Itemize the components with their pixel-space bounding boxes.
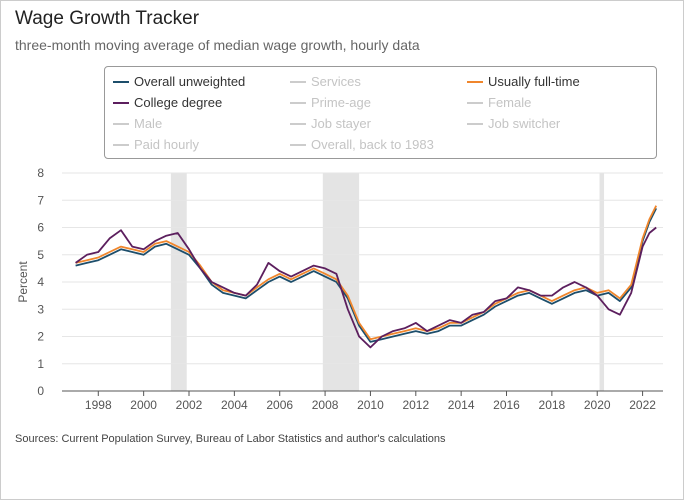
- legend-item-paid-hourly[interactable]: Paid hourly: [113, 137, 199, 153]
- y-tick-label-2: 2: [37, 330, 44, 344]
- x-tick-label-2018: 2018: [539, 398, 566, 412]
- x-tick-label-2012: 2012: [402, 398, 429, 412]
- y-tick-label-6: 6: [37, 221, 44, 235]
- legend-label: Overall, back to 1983: [311, 137, 434, 152]
- legend-swatch: [113, 143, 129, 146]
- legend-label: Services: [311, 74, 361, 89]
- legend-label: College degree: [134, 95, 223, 110]
- legend-label: Overall unweighted: [134, 74, 246, 89]
- x-tick-label-2010: 2010: [357, 398, 384, 412]
- legend-label: Usually full-time: [488, 74, 580, 89]
- legend: Overall unweighted Services Usually full…: [104, 66, 657, 159]
- legend-item-overall-back-to-1983[interactable]: Overall, back to 1983: [290, 137, 434, 153]
- y-tick-label-3: 3: [37, 302, 44, 316]
- x-tick-label-2004: 2004: [221, 398, 248, 412]
- chart-subtitle: three-month moving average of median wag…: [15, 37, 420, 53]
- chart-title: Wage Growth Tracker: [15, 8, 200, 29]
- legend-swatch: [113, 122, 129, 125]
- y-tick-label-8: 8: [37, 166, 44, 180]
- x-tick-label-2016: 2016: [493, 398, 520, 412]
- legend-swatch: [467, 122, 483, 125]
- x-tick-label-2022: 2022: [629, 398, 656, 412]
- x-tick-label-2020: 2020: [584, 398, 611, 412]
- x-tick-label-2014: 2014: [448, 398, 475, 412]
- y-tick-label-5: 5: [37, 248, 44, 262]
- y-tick-label-4: 4: [37, 275, 44, 289]
- series-line-college-degree: [75, 226, 657, 349]
- legend-item-services[interactable]: Services: [290, 74, 361, 90]
- legend-swatch: [467, 80, 483, 83]
- y-tick-label-0: 0: [37, 384, 44, 398]
- legend-item-job-switcher[interactable]: Job switcher: [467, 116, 560, 132]
- legend-swatch: [290, 143, 306, 146]
- x-tick-label-2006: 2006: [266, 398, 293, 412]
- y-axis-label: Percent: [16, 261, 30, 303]
- legend-item-male[interactable]: Male: [113, 116, 162, 132]
- legend-swatch: [290, 80, 306, 83]
- legend-swatch: [290, 122, 306, 125]
- legend-swatch: [290, 101, 306, 104]
- series-line-usually-full-time: [75, 205, 658, 341]
- source-note: Sources: Current Population Survey, Bure…: [15, 433, 446, 445]
- legend-label: Job stayer: [311, 116, 371, 131]
- legend-item-prime-age[interactable]: Prime-age: [290, 95, 371, 111]
- legend-item-job-stayer[interactable]: Job stayer: [290, 116, 371, 132]
- y-tick-label-7: 7: [37, 193, 44, 207]
- legend-label: Prime-age: [311, 95, 371, 110]
- legend-item-overall-unweighted[interactable]: Overall unweighted: [113, 74, 245, 90]
- x-tick-label-1998: 1998: [85, 398, 112, 412]
- legend-item-usually-full-time[interactable]: Usually full-time: [467, 74, 580, 90]
- legend-swatch: [113, 80, 129, 83]
- y-tick-label-1: 1: [37, 357, 44, 371]
- legend-label: Paid hourly: [134, 137, 200, 152]
- legend-label: Female: [488, 95, 532, 110]
- x-tick-label-2008: 2008: [312, 398, 339, 412]
- legend-swatch: [113, 101, 129, 104]
- legend-swatch: [467, 101, 483, 104]
- series-line-overall-unweighted: [75, 207, 658, 343]
- x-tick-label-2002: 2002: [176, 398, 203, 412]
- legend-item-female[interactable]: Female: [467, 95, 531, 111]
- legend-label: Male: [134, 116, 163, 131]
- legend-label: Job switcher: [488, 116, 561, 131]
- x-tick-label-2000: 2000: [130, 398, 157, 412]
- legend-item-college-degree[interactable]: College degree: [113, 95, 222, 111]
